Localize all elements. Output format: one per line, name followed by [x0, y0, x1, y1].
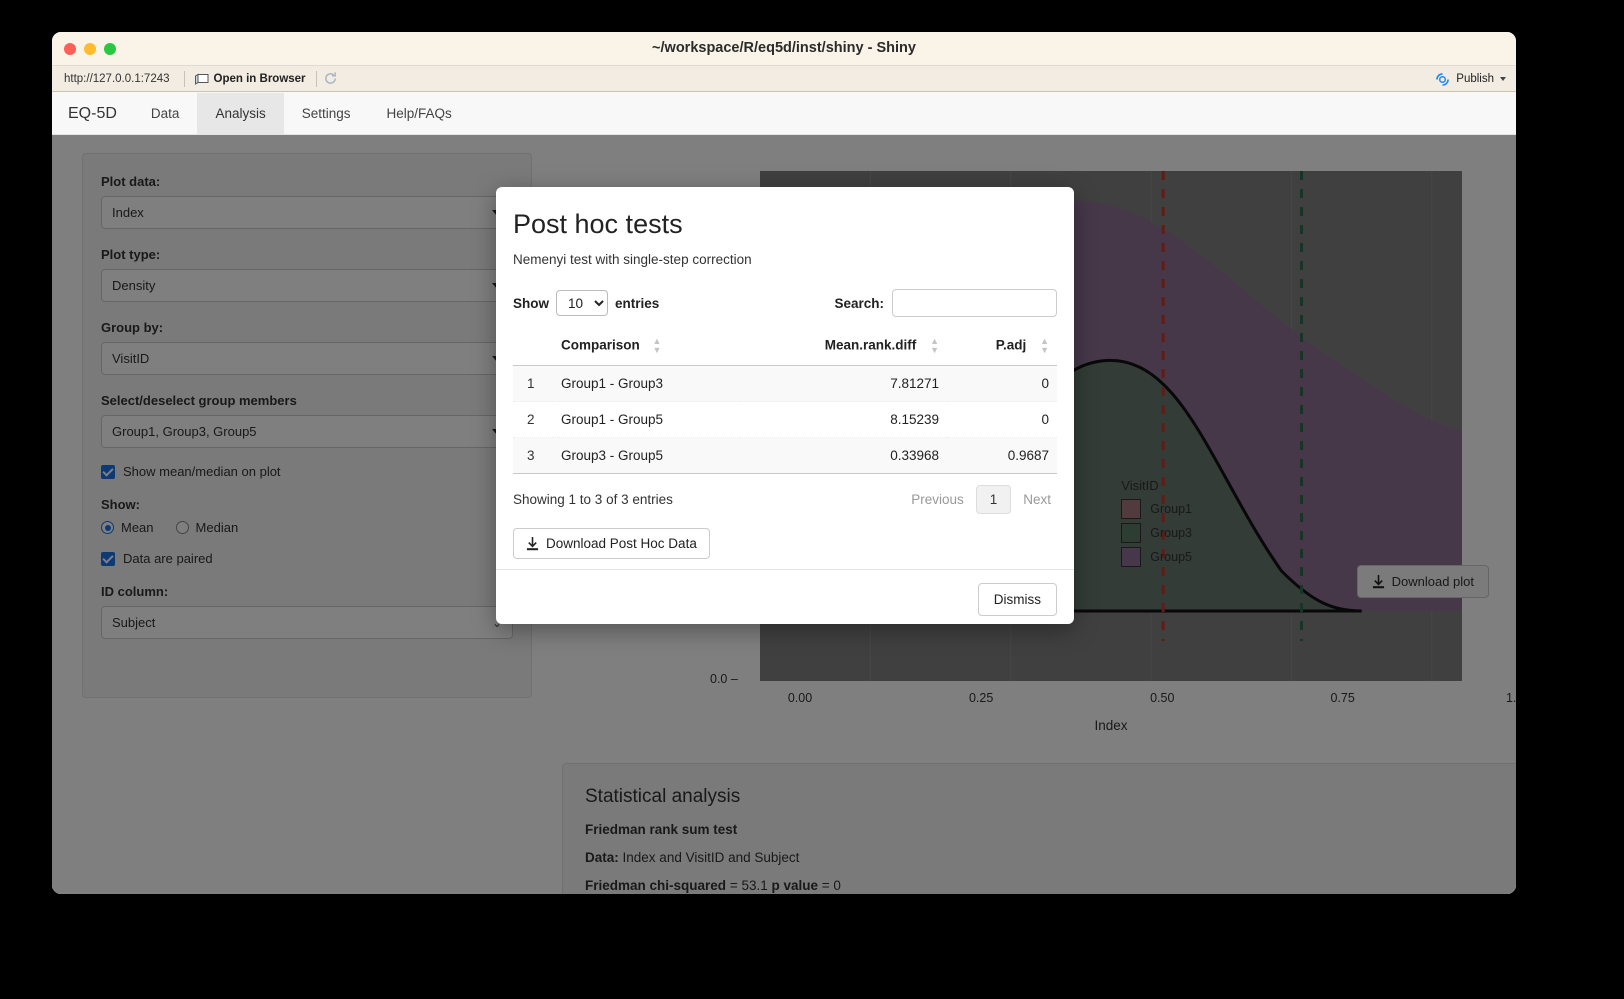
window-controls[interactable] — [64, 43, 116, 55]
entries-label: entries — [615, 295, 660, 311]
open-in-browser-button[interactable]: Open in Browser — [191, 73, 310, 85]
modal-subtitle: Nemenyi test with single-step correction — [513, 252, 752, 267]
publish-label: Publish — [1456, 73, 1494, 85]
table-head: Comparison ▲ ▼ Mean.rank.diff ▲ ▼ P.adj — [513, 333, 1057, 366]
shiny-app: EQ-5D Data Analysis Settings Help/FAQs P… — [52, 93, 1516, 894]
pagination-page-1[interactable]: 1 — [975, 485, 1012, 514]
sort-icon[interactable]: ▲ ▼ — [652, 336, 662, 355]
row-p-adj: 0 — [947, 401, 1057, 438]
post-hoc-table: Comparison ▲ ▼ Mean.rank.diff ▲ ▼ P.adj — [513, 333, 1057, 474]
toolbar-divider-1 — [183, 70, 185, 87]
nav-item-help-faqs[interactable]: Help/FAQs — [386, 106, 452, 121]
app-navbar: EQ-5D Data Analysis Settings Help/FAQs — [52, 93, 1516, 135]
row-p-adj: 0.9687 — [947, 437, 1057, 474]
row-index: 1 — [513, 365, 553, 402]
page-length-select[interactable]: 102550100 — [556, 290, 608, 316]
table-row[interactable]: 1 Group1 - Group3 7.81271 0 — [513, 365, 1057, 402]
row-index: 2 — [513, 401, 553, 438]
modal-body: Post hoc tests Nemenyi test with single-… — [496, 187, 1074, 569]
pagination: Previous 1 Next — [905, 485, 1057, 514]
publish-icon — [1435, 72, 1450, 86]
row-comparison: Group3 - Group5 — [553, 437, 741, 474]
column-comparison-label: Comparison — [561, 337, 640, 353]
close-window-button[interactable] — [64, 43, 76, 55]
column-comparison[interactable]: Comparison ▲ ▼ — [553, 333, 741, 366]
column-mean-rank-diff-label: Mean.rank.diff — [824, 337, 917, 353]
browser-icon — [194, 73, 209, 85]
row-comparison: Group1 - Group3 — [553, 365, 741, 402]
table-info: Showing 1 to 3 of 3 entries — [513, 492, 673, 507]
modal-title: Post hoc tests — [513, 209, 683, 239]
search-control[interactable]: Search: — [834, 289, 1057, 317]
open-in-browser-label: Open in Browser — [213, 72, 306, 85]
table-row[interactable]: 3 Group3 - Group5 0.33968 0.9687 — [513, 437, 1057, 474]
row-mean-rank-diff: 7.81271 — [740, 365, 948, 402]
nav-item-settings[interactable]: Settings — [301, 106, 351, 121]
row-mean-rank-diff: 0.33968 — [740, 437, 948, 474]
post-hoc-tests-modal: Post hoc tests Nemenyi test with single-… — [496, 187, 1074, 624]
nav-item-analysis[interactable]: Analysis — [197, 93, 284, 134]
column-index — [513, 333, 553, 366]
download-icon — [526, 536, 539, 551]
sort-icon[interactable]: ▲ ▼ — [1040, 336, 1049, 355]
download-post-hoc-data-button[interactable]: Download Post Hoc Data — [513, 528, 710, 559]
pagination-previous[interactable]: Previous — [911, 492, 964, 507]
table-body: 1 Group1 - Group3 7.81271 0 2 Group1 - G… — [513, 365, 1057, 474]
search-input[interactable] — [892, 289, 1057, 317]
row-index: 3 — [513, 437, 553, 474]
column-p-adj-label: P.adj — [995, 337, 1027, 353]
maximize-window-button[interactable] — [104, 43, 116, 55]
toolbar-divider-2 — [315, 70, 317, 87]
app-brand[interactable]: EQ-5D — [68, 104, 117, 122]
table-header-row: Comparison ▲ ▼ Mean.rank.diff ▲ ▼ P.adj — [513, 333, 1057, 366]
row-p-adj: 0 — [947, 365, 1057, 402]
row-mean-rank-diff: 8.15239 — [740, 401, 948, 438]
reload-icon[interactable] — [323, 71, 338, 86]
column-mean-rank-diff[interactable]: Mean.rank.diff ▲ ▼ — [740, 333, 948, 366]
chevron-down-icon[interactable] — [1500, 77, 1506, 81]
table-row[interactable]: 2 Group1 - Group5 8.15239 0 — [513, 401, 1057, 438]
datatable-footer: Showing 1 to 3 of 3 entries Previous 1 N… — [513, 485, 1057, 514]
publish-button[interactable]: Publish — [1435, 66, 1506, 92]
pagination-next[interactable]: Next — [1023, 492, 1051, 507]
dismiss-button[interactable]: Dismiss — [977, 583, 1057, 616]
window-title: ~/workspace/R/eq5d/inst/shiny - Shiny — [652, 40, 916, 56]
download-post-hoc-data-label: Download Post Hoc Data — [546, 536, 697, 551]
app-window: ~/workspace/R/eq5d/inst/shiny - Shiny ht… — [52, 32, 1516, 894]
app-content: Plot data: Index Plot type: Density Grou… — [52, 135, 1516, 894]
nav-item-data[interactable]: Data — [150, 106, 180, 121]
row-comparison: Group1 - Group5 — [553, 401, 741, 438]
sort-icon[interactable]: ▲ ▼ — [930, 336, 940, 355]
datatable-controls: Show 102550100 entries Search: — [513, 289, 1057, 317]
url-text[interactable]: http://127.0.0.1:7243 — [64, 72, 170, 85]
show-label: Show — [513, 295, 549, 311]
window-titlebar: ~/workspace/R/eq5d/inst/shiny - Shiny — [52, 32, 1516, 66]
search-label: Search: — [834, 295, 884, 311]
column-p-adj[interactable]: P.adj ▲ ▼ — [947, 333, 1057, 366]
page-length-control[interactable]: Show 102550100 entries — [513, 290, 659, 316]
app-toolbar: http://127.0.0.1:7243 Open in Browser — [52, 66, 1516, 92]
minimize-window-button[interactable] — [84, 43, 96, 55]
modal-footer: Dismiss — [496, 569, 1074, 629]
